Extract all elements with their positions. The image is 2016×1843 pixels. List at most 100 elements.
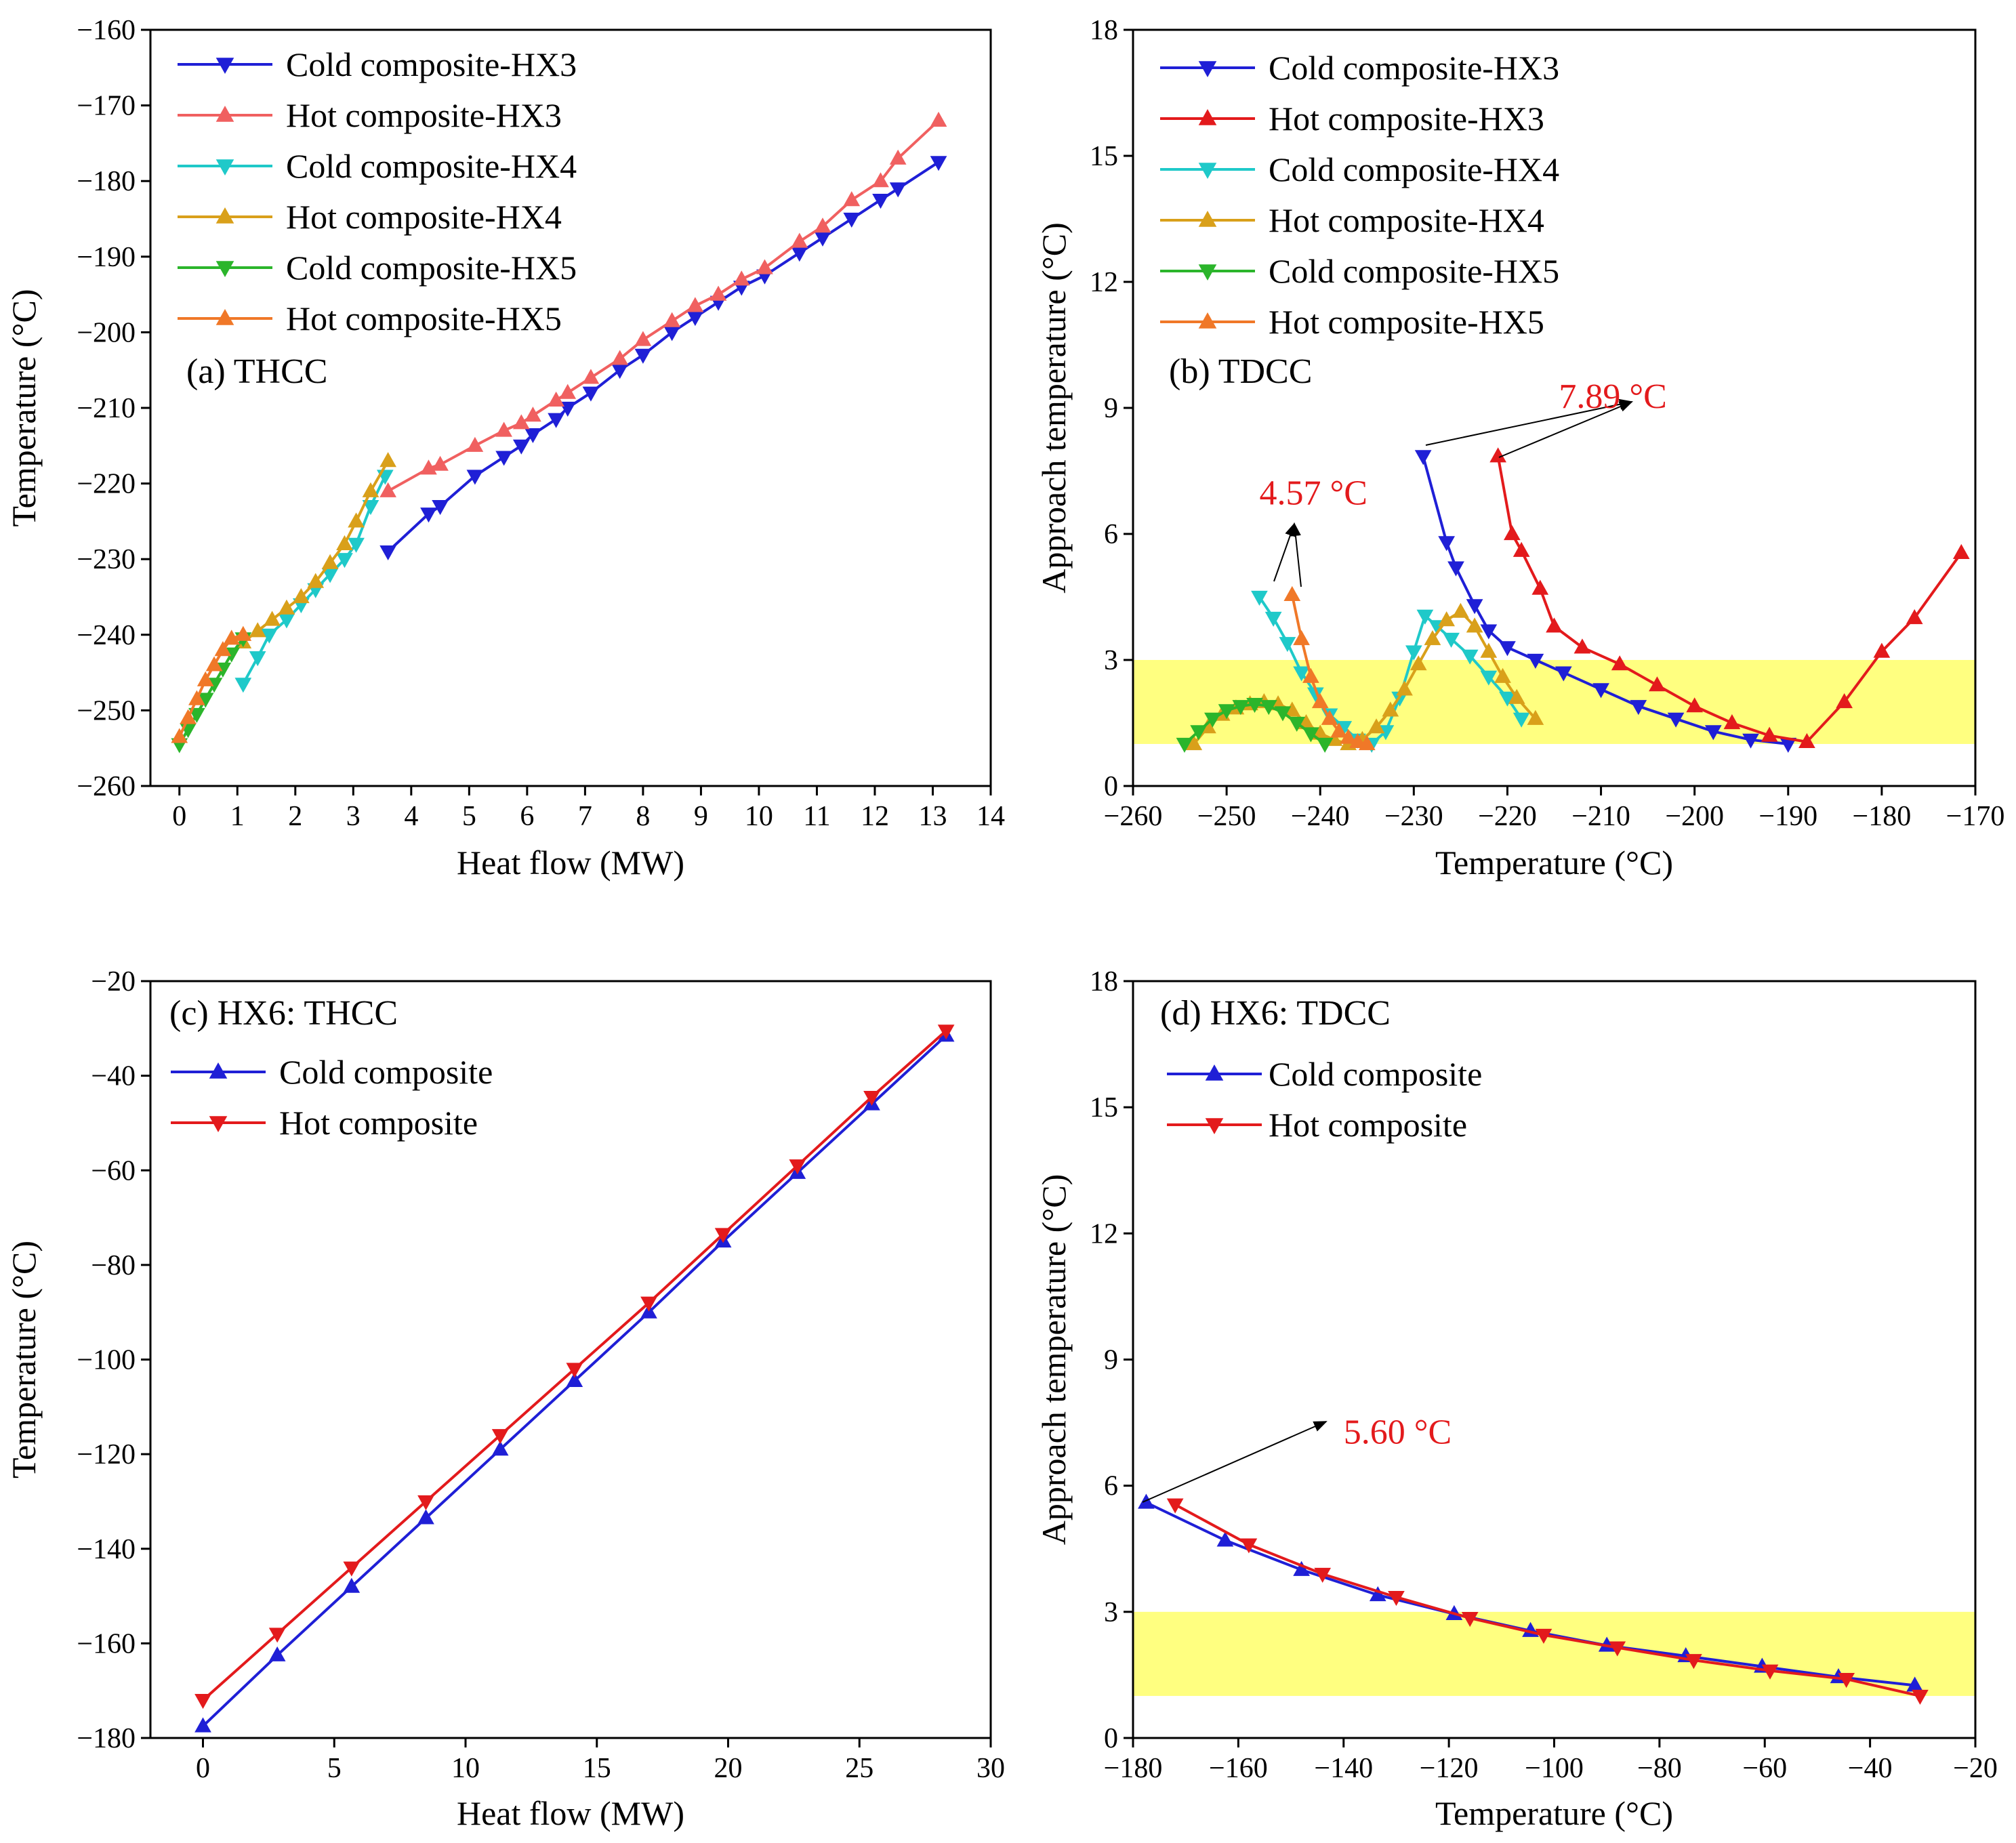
x-tick-label: 2	[288, 801, 302, 832]
data-point	[1382, 701, 1399, 717]
series-line	[1496, 455, 1962, 744]
data-point	[1264, 611, 1282, 627]
data-point	[1452, 602, 1469, 618]
data-point	[1630, 700, 1647, 716]
plot-frame	[149, 980, 992, 1739]
data-point	[1609, 1641, 1626, 1657]
x-tick-label: 30	[976, 1753, 1005, 1784]
chart-panel-2: −260 −250 −240 −230 −220 −210 −200 −190 −180 −170…	[1035, 15, 2004, 882]
y-tick-label: −190	[77, 242, 136, 273]
x-tick-label: 12	[861, 801, 889, 832]
data-point	[1307, 687, 1324, 703]
panel-label: (d) HX6: TDCC	[1160, 994, 1391, 1033]
data-point	[223, 629, 241, 645]
data-point	[307, 573, 325, 588]
data-point	[1461, 1612, 1479, 1628]
data-point	[1190, 725, 1208, 741]
data-point	[432, 455, 449, 471]
data-point	[524, 428, 541, 444]
y-axis-title: Temperature (°C)	[5, 1241, 43, 1478]
y-tick-label: 15	[1090, 141, 1118, 172]
data-point	[180, 709, 197, 724]
series-hot-composite-hx5	[1283, 585, 1376, 751]
data-point	[1535, 1628, 1552, 1644]
data-point	[1443, 632, 1460, 648]
data-point	[466, 436, 484, 452]
y-tick-label: −250	[77, 695, 136, 726]
legend-label: Hot composite-HX5	[286, 299, 562, 337]
data-point	[1438, 611, 1456, 627]
data-point	[512, 439, 530, 455]
x-tick-label: −250	[1197, 801, 1256, 832]
data-point	[1704, 725, 1722, 741]
data-point	[663, 326, 681, 341]
data-point	[205, 656, 223, 671]
data-point	[843, 212, 861, 228]
legend-item: Hot composite-HX3	[178, 96, 562, 134]
x-axis-title: Heat flow (MW)	[457, 844, 684, 882]
series-hot-composite	[1166, 1498, 1929, 1705]
data-point	[1204, 712, 1221, 728]
y-tick-label: −120	[77, 1439, 136, 1470]
data-point	[1240, 1538, 1258, 1554]
legend-marker	[1198, 264, 1217, 281]
data-point	[268, 1646, 286, 1661]
data-point	[1438, 536, 1456, 552]
data-point	[1873, 642, 1891, 658]
data-point	[1480, 642, 1498, 658]
data-point	[379, 482, 396, 497]
legend-item: Cold composite	[171, 1053, 493, 1091]
data-point	[582, 386, 600, 402]
legend-item: Hot composite-HX5	[178, 299, 562, 337]
series-cold-composite-hx5	[1176, 698, 1334, 753]
legend: Cold composite Hot composite	[171, 1053, 493, 1142]
data-point	[268, 1628, 286, 1643]
data-point	[466, 470, 484, 485]
series-hot-composite-hx3	[1489, 447, 1970, 748]
data-point	[1508, 688, 1525, 704]
annotation-label: 5.60 °C	[1344, 1413, 1452, 1452]
data-point	[1952, 543, 1970, 559]
data-point	[336, 553, 353, 568]
data-point	[843, 191, 861, 207]
x-tick-label: 0	[172, 801, 186, 832]
data-point	[1349, 732, 1366, 748]
data-point	[1279, 637, 1296, 653]
legend-item: Hot composite	[171, 1104, 478, 1142]
data-point	[1414, 450, 1432, 465]
x-tick-label: −160	[1209, 1753, 1268, 1784]
legend-marker	[1205, 1064, 1224, 1081]
legend-marker	[1205, 1118, 1224, 1134]
legend-marker	[215, 261, 234, 277]
legend-marker	[209, 1116, 228, 1132]
data-point	[709, 285, 727, 301]
data-point	[1466, 617, 1483, 633]
data-point	[1388, 1591, 1405, 1607]
data-point	[1283, 585, 1301, 601]
data-point	[1504, 525, 1521, 541]
data-point	[1531, 579, 1549, 595]
x-tick-label: −100	[1525, 1753, 1584, 1784]
y-tick-label: −60	[91, 1155, 136, 1186]
data-point	[362, 499, 379, 516]
y-tick-label: 6	[1104, 519, 1118, 550]
data-point	[1555, 666, 1572, 682]
chart-panel-3: 0 5 10 15 20 25 30 −180 −160 −140 −120 −100 −80 −60 −4…	[5, 966, 1005, 1832]
data-point	[491, 1429, 509, 1445]
y-tick-label: −260	[77, 771, 136, 802]
annotation-arrow	[1498, 401, 1633, 458]
data-point	[1499, 691, 1516, 707]
data-point	[686, 310, 704, 327]
x-tick-label: 5	[462, 801, 476, 832]
data-point	[260, 628, 278, 644]
legend-label: Cold composite-HX5	[286, 249, 577, 287]
x-tick-label: −220	[1478, 801, 1537, 832]
data-point	[1293, 666, 1310, 682]
data-point	[937, 1024, 955, 1040]
data-point	[379, 545, 396, 561]
data-point	[1260, 700, 1277, 716]
data-point	[889, 149, 907, 165]
legend-label: Cold composite	[279, 1053, 493, 1091]
data-point	[1396, 680, 1413, 696]
data-point	[566, 1363, 583, 1378]
